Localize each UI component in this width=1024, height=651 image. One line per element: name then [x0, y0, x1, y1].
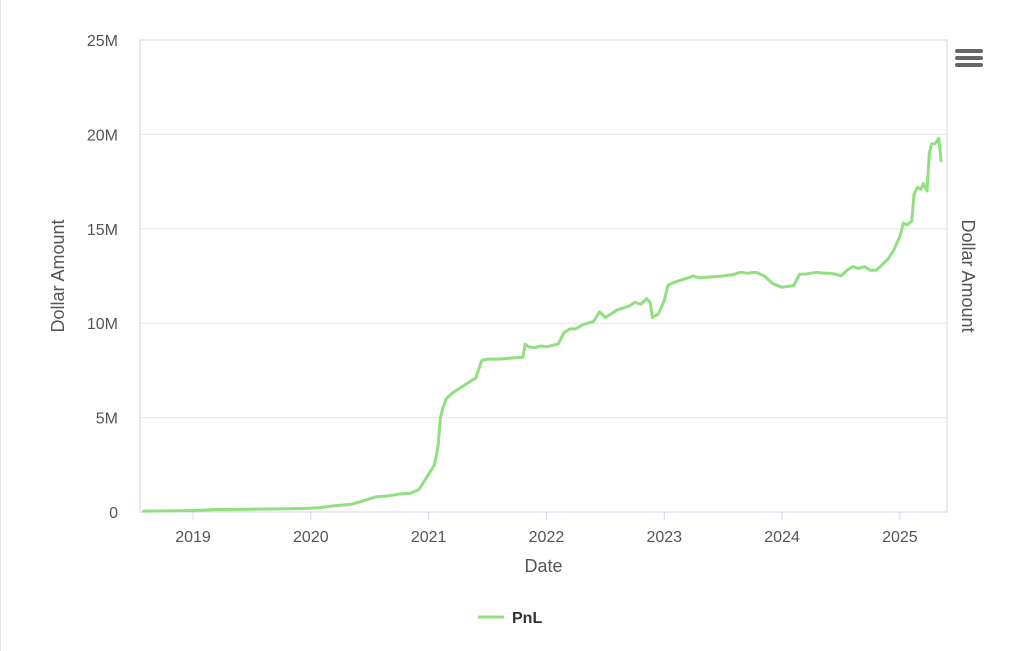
legend-label-pnl: PnL — [512, 610, 542, 627]
legend[interactable]: PnL — [478, 610, 542, 627]
y-tick-label: 15M — [87, 222, 118, 239]
x-tick-label: 2019 — [175, 529, 211, 546]
plot-frame — [139, 39, 948, 513]
x-tick-label: 2025 — [882, 529, 918, 546]
y-axis-ticks: 0 5M 10M 15M 20M 25M — [87, 33, 118, 522]
y-tick-label: 20M — [87, 127, 118, 144]
x-axis-ticks: 2019 2020 2021 2022 2023 2024 2025 — [175, 512, 918, 546]
menu-icon-bar — [955, 49, 983, 53]
x-tick-label: 2022 — [529, 529, 565, 546]
y-axis-title: Dollar Amount — [48, 219, 68, 332]
y-tick-label: 0 — [109, 505, 118, 522]
menu-icon-bar — [955, 56, 983, 60]
x-tick-label: 2021 — [411, 529, 447, 546]
x-tick-label: 2020 — [293, 529, 329, 546]
series-line-pnl[interactable] — [142, 136, 943, 513]
x-tick-label: 2024 — [764, 529, 800, 546]
x-axis-title: Date — [524, 556, 562, 576]
y-axis-title-right: Dollar Amount — [958, 219, 978, 332]
grid-lines — [140, 39, 947, 513]
y-tick-label: 25M — [87, 33, 118, 50]
y-tick-label: 10M — [87, 316, 118, 333]
x-tick-label: 2023 — [646, 529, 682, 546]
y-tick-label: 5M — [96, 411, 118, 428]
chart-menu-button[interactable] — [953, 47, 985, 69]
left-border — [0, 0, 1, 651]
menu-icon-bar — [955, 63, 983, 67]
